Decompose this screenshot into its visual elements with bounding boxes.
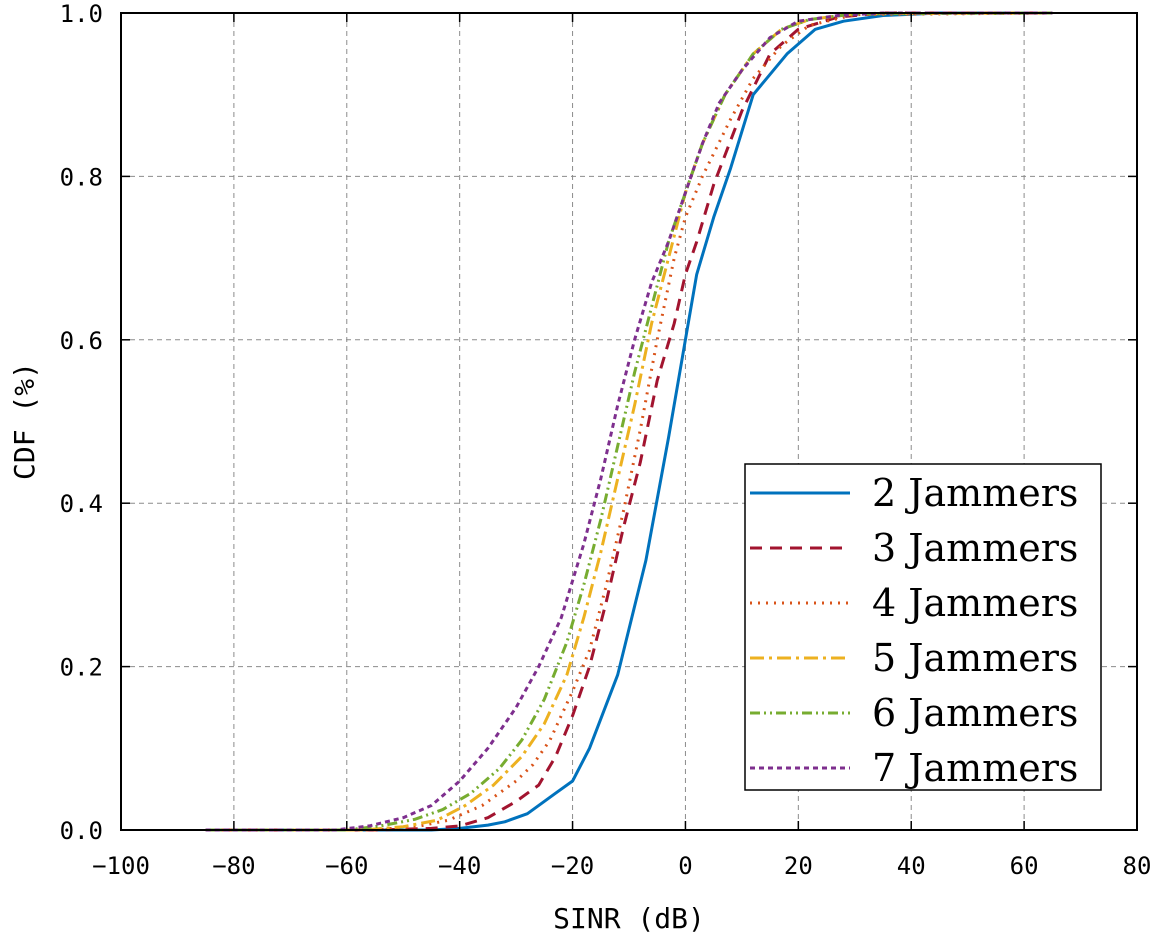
x-tick-label: −20 — [551, 852, 594, 880]
series-line-5-jammers — [205, 11, 1053, 832]
y-tick-label: 0.4 — [60, 490, 103, 518]
y-tick-label: 0.6 — [60, 327, 103, 355]
y-tick-label: 0.0 — [60, 817, 103, 845]
legend: 2 Jammers 3 Jammers 4 Jammers 5 Jammers 6 Ja… — [744, 463, 1102, 791]
legend-label: 4 Jammers — [872, 581, 1078, 625]
x-tick-label: −80 — [212, 852, 255, 880]
x-tick-label: −40 — [438, 852, 481, 880]
legend-box — [744, 463, 1102, 791]
legend-label: 5 Jammers — [872, 636, 1078, 680]
x-axis-label: SINR (dB) — [553, 902, 705, 935]
legend-label: 2 Jammers — [872, 471, 1078, 515]
series-line-7-jammers — [205, 11, 1053, 832]
legend-label: 6 Jammers — [872, 691, 1078, 735]
x-tick-label: 0 — [678, 852, 692, 880]
x-tick-label: 40 — [897, 852, 926, 880]
series-line-3-jammers — [205, 11, 1053, 832]
y-tick-label: 1.0 — [60, 0, 103, 28]
legend-label: 3 Jammers — [872, 526, 1078, 570]
x-tick-label: 60 — [1010, 852, 1039, 880]
tick-labels: −100 −80 −60 −40 −20 0 20 40 60 80 0.0 0.2 0.4 0.6 0.8… — [60, 0, 1152, 880]
y-tick-label: 0.8 — [60, 163, 103, 191]
plot-frame — [120, 12, 1138, 831]
y-axis-label: CDF (%) — [8, 362, 41, 480]
x-tick-label: −100 — [92, 852, 150, 880]
y-tick-label: 0.2 — [60, 654, 103, 682]
ticks — [120, 12, 1138, 831]
x-tick-label: 20 — [784, 852, 813, 880]
x-tick-label: −60 — [325, 852, 368, 880]
series-layer — [205, 11, 1053, 832]
legend-label: 7 Jammers — [872, 746, 1078, 790]
x-tick-label: 80 — [1123, 852, 1152, 880]
series-line-4-jammers — [205, 11, 1053, 832]
